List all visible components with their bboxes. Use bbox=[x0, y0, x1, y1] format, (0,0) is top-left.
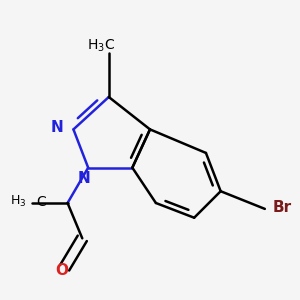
Text: H$_3$C: H$_3$C bbox=[87, 37, 116, 54]
Text: Br: Br bbox=[272, 200, 291, 215]
Text: C: C bbox=[37, 194, 46, 208]
Text: H$_3$: H$_3$ bbox=[10, 194, 26, 209]
Text: O: O bbox=[55, 263, 68, 278]
Text: N: N bbox=[77, 171, 90, 186]
Text: N: N bbox=[51, 119, 64, 134]
